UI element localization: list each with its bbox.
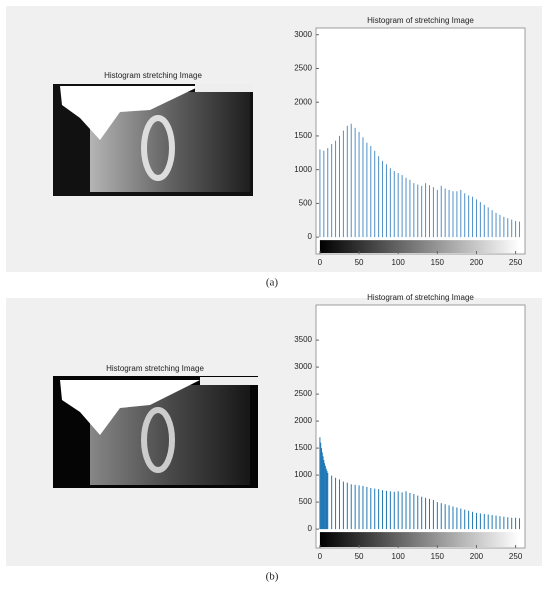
colorbar bbox=[320, 532, 520, 547]
x-tick-label: 200 bbox=[470, 258, 484, 267]
y-tick-label: 1500 bbox=[294, 131, 312, 140]
y-tick-label: 3000 bbox=[294, 30, 312, 39]
caption: (b) bbox=[266, 571, 279, 583]
y-tick-label: 2000 bbox=[294, 97, 312, 106]
y-tick-label: 3000 bbox=[294, 362, 312, 371]
x-tick-label: 50 bbox=[355, 552, 364, 561]
x-tick-label: 200 bbox=[470, 552, 484, 561]
x-tick-label: 150 bbox=[431, 552, 445, 561]
y-tick-label: 0 bbox=[308, 524, 313, 533]
image-title: Histogram stretching Image bbox=[104, 71, 202, 80]
y-tick-label: 0 bbox=[308, 232, 313, 241]
x-tick-label: 50 bbox=[355, 258, 364, 267]
y-tick-label: 1000 bbox=[294, 165, 312, 174]
y-tick-label: 1000 bbox=[294, 470, 312, 479]
colorbar bbox=[320, 240, 520, 253]
x-tick-label: 0 bbox=[318, 552, 323, 561]
caption: (a) bbox=[266, 277, 279, 289]
y-tick-label: 500 bbox=[299, 497, 313, 506]
x-tick-label: 0 bbox=[318, 258, 323, 267]
x-tick-label: 100 bbox=[392, 552, 406, 561]
image bbox=[53, 84, 253, 196]
x-tick-label: 250 bbox=[509, 258, 523, 267]
y-tick-label: 3500 bbox=[294, 335, 312, 344]
y-tick-label: 2500 bbox=[294, 389, 312, 398]
x-tick-label: 250 bbox=[509, 552, 523, 561]
image-title: Histogram stretching Image bbox=[106, 364, 204, 373]
image bbox=[53, 376, 258, 488]
x-tick-label: 150 bbox=[431, 258, 445, 267]
chart-title: Histogram of stretching Image bbox=[367, 293, 474, 302]
chart-title: Histogram of stretching Image bbox=[367, 16, 474, 25]
y-tick-label: 2500 bbox=[294, 64, 312, 73]
figure: Histogram stretching Image (a) Histogram o… bbox=[0, 0, 544, 586]
x-tick-label: 100 bbox=[392, 258, 406, 267]
y-tick-label: 1500 bbox=[294, 443, 312, 452]
y-tick-label: 2000 bbox=[294, 416, 312, 425]
y-tick-label: 500 bbox=[299, 199, 313, 208]
